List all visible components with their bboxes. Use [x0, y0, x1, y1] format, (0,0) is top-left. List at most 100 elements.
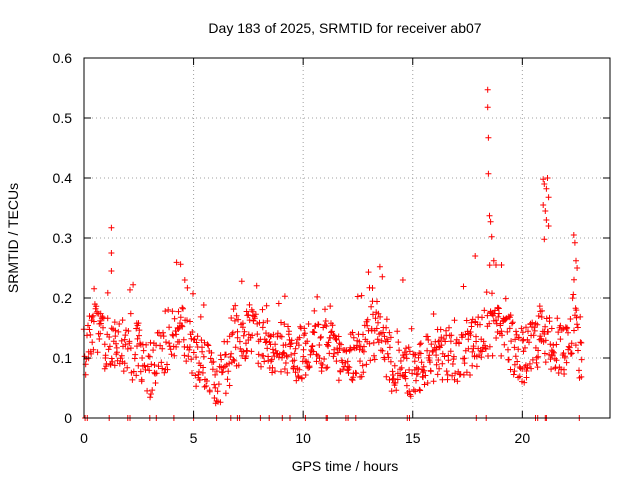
data-point [421, 381, 428, 388]
data-point [235, 362, 242, 369]
data-point [553, 357, 560, 364]
data-point [465, 345, 472, 352]
data-point [545, 328, 552, 335]
x-axis-label: GPS time / hours [292, 458, 399, 474]
data-point [144, 363, 151, 370]
data-point [263, 302, 270, 309]
data-point [181, 352, 188, 359]
data-point [195, 371, 202, 378]
data-point [167, 346, 174, 353]
data-point [284, 369, 291, 376]
data-point [272, 341, 279, 348]
data-point [170, 332, 177, 339]
data-point [338, 341, 344, 348]
data-point [138, 378, 145, 385]
data-point [193, 354, 199, 361]
data-point [554, 315, 561, 322]
data-point [311, 307, 318, 314]
data-point [114, 349, 120, 356]
data-point-spike [490, 257, 497, 264]
data-point [190, 290, 196, 297]
data-point-spike [571, 239, 578, 246]
data-point [353, 370, 360, 377]
data-point [319, 361, 326, 368]
data-point [436, 343, 442, 350]
data-point [429, 348, 436, 355]
data-point [390, 372, 396, 378]
data-point [489, 290, 495, 297]
data-point [230, 306, 237, 313]
data-point [501, 341, 508, 348]
data-point [111, 319, 118, 326]
data-point [572, 342, 579, 349]
data-point [150, 347, 157, 354]
data-point [157, 342, 164, 349]
data-point [557, 336, 564, 343]
data-point [97, 330, 104, 337]
data-point [97, 310, 104, 317]
data-point [509, 319, 516, 326]
data-point [462, 331, 469, 338]
data-point [367, 357, 374, 364]
data-point [555, 370, 562, 376]
data-point [526, 360, 533, 367]
data-point [124, 345, 131, 352]
data-point [229, 329, 236, 336]
data-point [295, 373, 301, 379]
data-point [140, 347, 147, 354]
data-point [116, 321, 123, 327]
data-point [383, 373, 390, 380]
data-point [375, 310, 382, 317]
data-point [531, 324, 538, 331]
data-point [419, 369, 426, 376]
data-point [378, 337, 385, 344]
data-point [486, 262, 493, 269]
data-point [565, 343, 572, 350]
data-point [360, 369, 367, 376]
data-point [227, 354, 234, 360]
data-point [489, 352, 496, 359]
data-point [288, 351, 295, 358]
data-point [129, 376, 136, 383]
data-point [214, 388, 221, 395]
data-point [386, 329, 393, 336]
data-point [261, 358, 268, 365]
data-point [533, 359, 540, 366]
data-point [578, 373, 585, 380]
data-point [384, 338, 391, 345]
data-point [366, 340, 373, 347]
data-point [525, 328, 531, 335]
data-point [254, 331, 261, 338]
data-point [304, 338, 311, 345]
data-point [460, 371, 467, 378]
data-point-spike [543, 217, 550, 223]
data-point-spike [472, 253, 479, 259]
data-point [524, 364, 531, 371]
data-point [185, 353, 192, 360]
data-point [515, 334, 522, 341]
data-point [411, 358, 418, 365]
data-point [191, 336, 198, 343]
data-point [349, 329, 356, 336]
data-point [434, 371, 441, 378]
data-point [194, 333, 201, 340]
data-point [243, 340, 249, 347]
data-point [418, 359, 425, 366]
data-point [482, 346, 489, 352]
data-point-spike [541, 236, 548, 243]
y-axis-label: SRMTID / TECUs [5, 183, 21, 293]
data-point-spike [238, 278, 245, 285]
data-point [224, 376, 231, 383]
data-point [498, 328, 505, 335]
data-point [258, 363, 264, 370]
data-point [541, 350, 548, 357]
data-point-spike [540, 176, 547, 183]
data-point [264, 345, 271, 352]
data-point [300, 353, 307, 360]
data-point [535, 353, 542, 360]
data-point [265, 353, 272, 360]
data-point [493, 317, 499, 324]
data-point [550, 342, 557, 349]
data-point [145, 353, 152, 360]
data-point [566, 344, 573, 351]
